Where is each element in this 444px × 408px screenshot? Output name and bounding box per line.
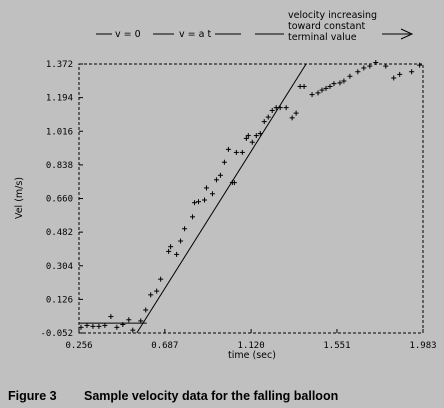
y-tick-label: 1.194	[46, 94, 73, 104]
data-point	[391, 75, 397, 81]
data-point	[269, 107, 275, 113]
data-point	[221, 159, 227, 165]
y-axis-title: Vel (m/s)	[14, 177, 25, 219]
data-point	[301, 83, 307, 89]
data-point	[78, 324, 84, 330]
data-point	[397, 71, 403, 77]
data-point	[245, 133, 251, 139]
data-point	[126, 317, 132, 323]
data-point	[233, 149, 239, 155]
annotation-terminal-line3: terminal value	[288, 32, 357, 43]
y-tick-label: 0.660	[46, 195, 73, 205]
data-point	[148, 292, 154, 298]
data-point	[213, 177, 219, 183]
data-points	[78, 59, 423, 333]
data-point	[289, 115, 295, 121]
y-tick-label: 0.838	[46, 161, 73, 171]
data-point	[331, 81, 337, 87]
data-point	[315, 90, 321, 96]
data-point	[201, 197, 207, 203]
data-point	[341, 78, 347, 84]
data-point	[373, 59, 379, 65]
data-point	[114, 324, 120, 330]
annotation-v-slope: v = a t	[179, 29, 211, 40]
data-point	[96, 323, 102, 329]
data-point	[239, 149, 245, 155]
data-point	[319, 87, 325, 93]
data-point	[84, 322, 90, 328]
y-tick-label: 0.482	[46, 228, 73, 238]
data-point	[327, 83, 333, 89]
x-tick-label: 0.687	[151, 341, 178, 351]
data-point	[174, 251, 180, 257]
data-point	[257, 131, 263, 137]
data-point	[178, 238, 184, 244]
data-point	[309, 92, 315, 98]
data-point	[367, 63, 373, 69]
caption-figure-label: Figure 3	[8, 389, 57, 403]
y-tick-label: 0.304	[46, 262, 73, 272]
x-tick-label: 1.120	[238, 341, 265, 351]
x-tick-label: 1.551	[323, 341, 350, 351]
data-point	[217, 172, 223, 178]
data-point	[190, 214, 196, 220]
data-point	[182, 226, 188, 232]
data-point	[261, 119, 267, 125]
annotation-arrow-icon	[400, 28, 414, 40]
annotation-terminal-line1: velocity increasing	[288, 10, 377, 21]
data-point	[323, 85, 329, 91]
data-point	[225, 146, 231, 152]
data-point	[196, 199, 202, 205]
data-point	[283, 105, 289, 111]
data-point	[277, 105, 283, 111]
annotation-terminal-line2: toward constant	[288, 21, 365, 32]
y-tick-label: 1.016	[46, 127, 73, 137]
data-point	[192, 200, 198, 206]
data-point	[417, 62, 423, 68]
data-point	[168, 244, 174, 250]
data-point	[90, 323, 96, 329]
caption-text: Sample velocity data for the falling bal…	[84, 389, 339, 403]
data-point	[158, 276, 164, 282]
x-tick-label: 1.983	[409, 341, 436, 351]
data-point	[130, 327, 136, 333]
y-tick-label: 1.372	[46, 60, 73, 70]
data-point	[203, 185, 209, 191]
data-point	[409, 69, 415, 75]
annotation-bar: v = 0 v = a t velocity increasing toward…	[96, 10, 414, 43]
annotation-v-zero: v = 0	[115, 29, 141, 40]
data-point	[143, 307, 149, 313]
data-point	[209, 191, 215, 197]
data-point	[383, 63, 389, 69]
data-point	[265, 114, 271, 120]
y-tick-label: 0.126	[46, 295, 73, 305]
data-point	[166, 248, 172, 254]
data-point	[102, 322, 108, 328]
data-point	[108, 314, 114, 320]
x-tick-label: 0.256	[65, 341, 92, 351]
data-point	[337, 80, 343, 86]
plot-frame	[78, 63, 424, 334]
data-point	[120, 321, 126, 327]
data-point	[355, 69, 361, 75]
fit-lines	[79, 63, 307, 334]
data-point	[361, 65, 367, 71]
data-point	[138, 318, 144, 324]
data-point	[293, 110, 299, 116]
data-point	[347, 73, 353, 79]
axis-ticks: -0.052 0.126 0.304 0.482 0.660 0.838 1.016 1.19…	[40, 60, 436, 351]
data-point	[243, 135, 249, 141]
fit-line	[136, 63, 307, 334]
figure-caption: Figure 3 Sample velocity data for the fal…	[8, 389, 338, 403]
x-axis-title: time (sec)	[228, 350, 276, 361]
data-point	[231, 180, 237, 186]
data-point	[154, 288, 160, 294]
y-tick-label: -0.052	[40, 329, 73, 339]
data-point	[253, 133, 259, 139]
data-point	[249, 139, 255, 145]
